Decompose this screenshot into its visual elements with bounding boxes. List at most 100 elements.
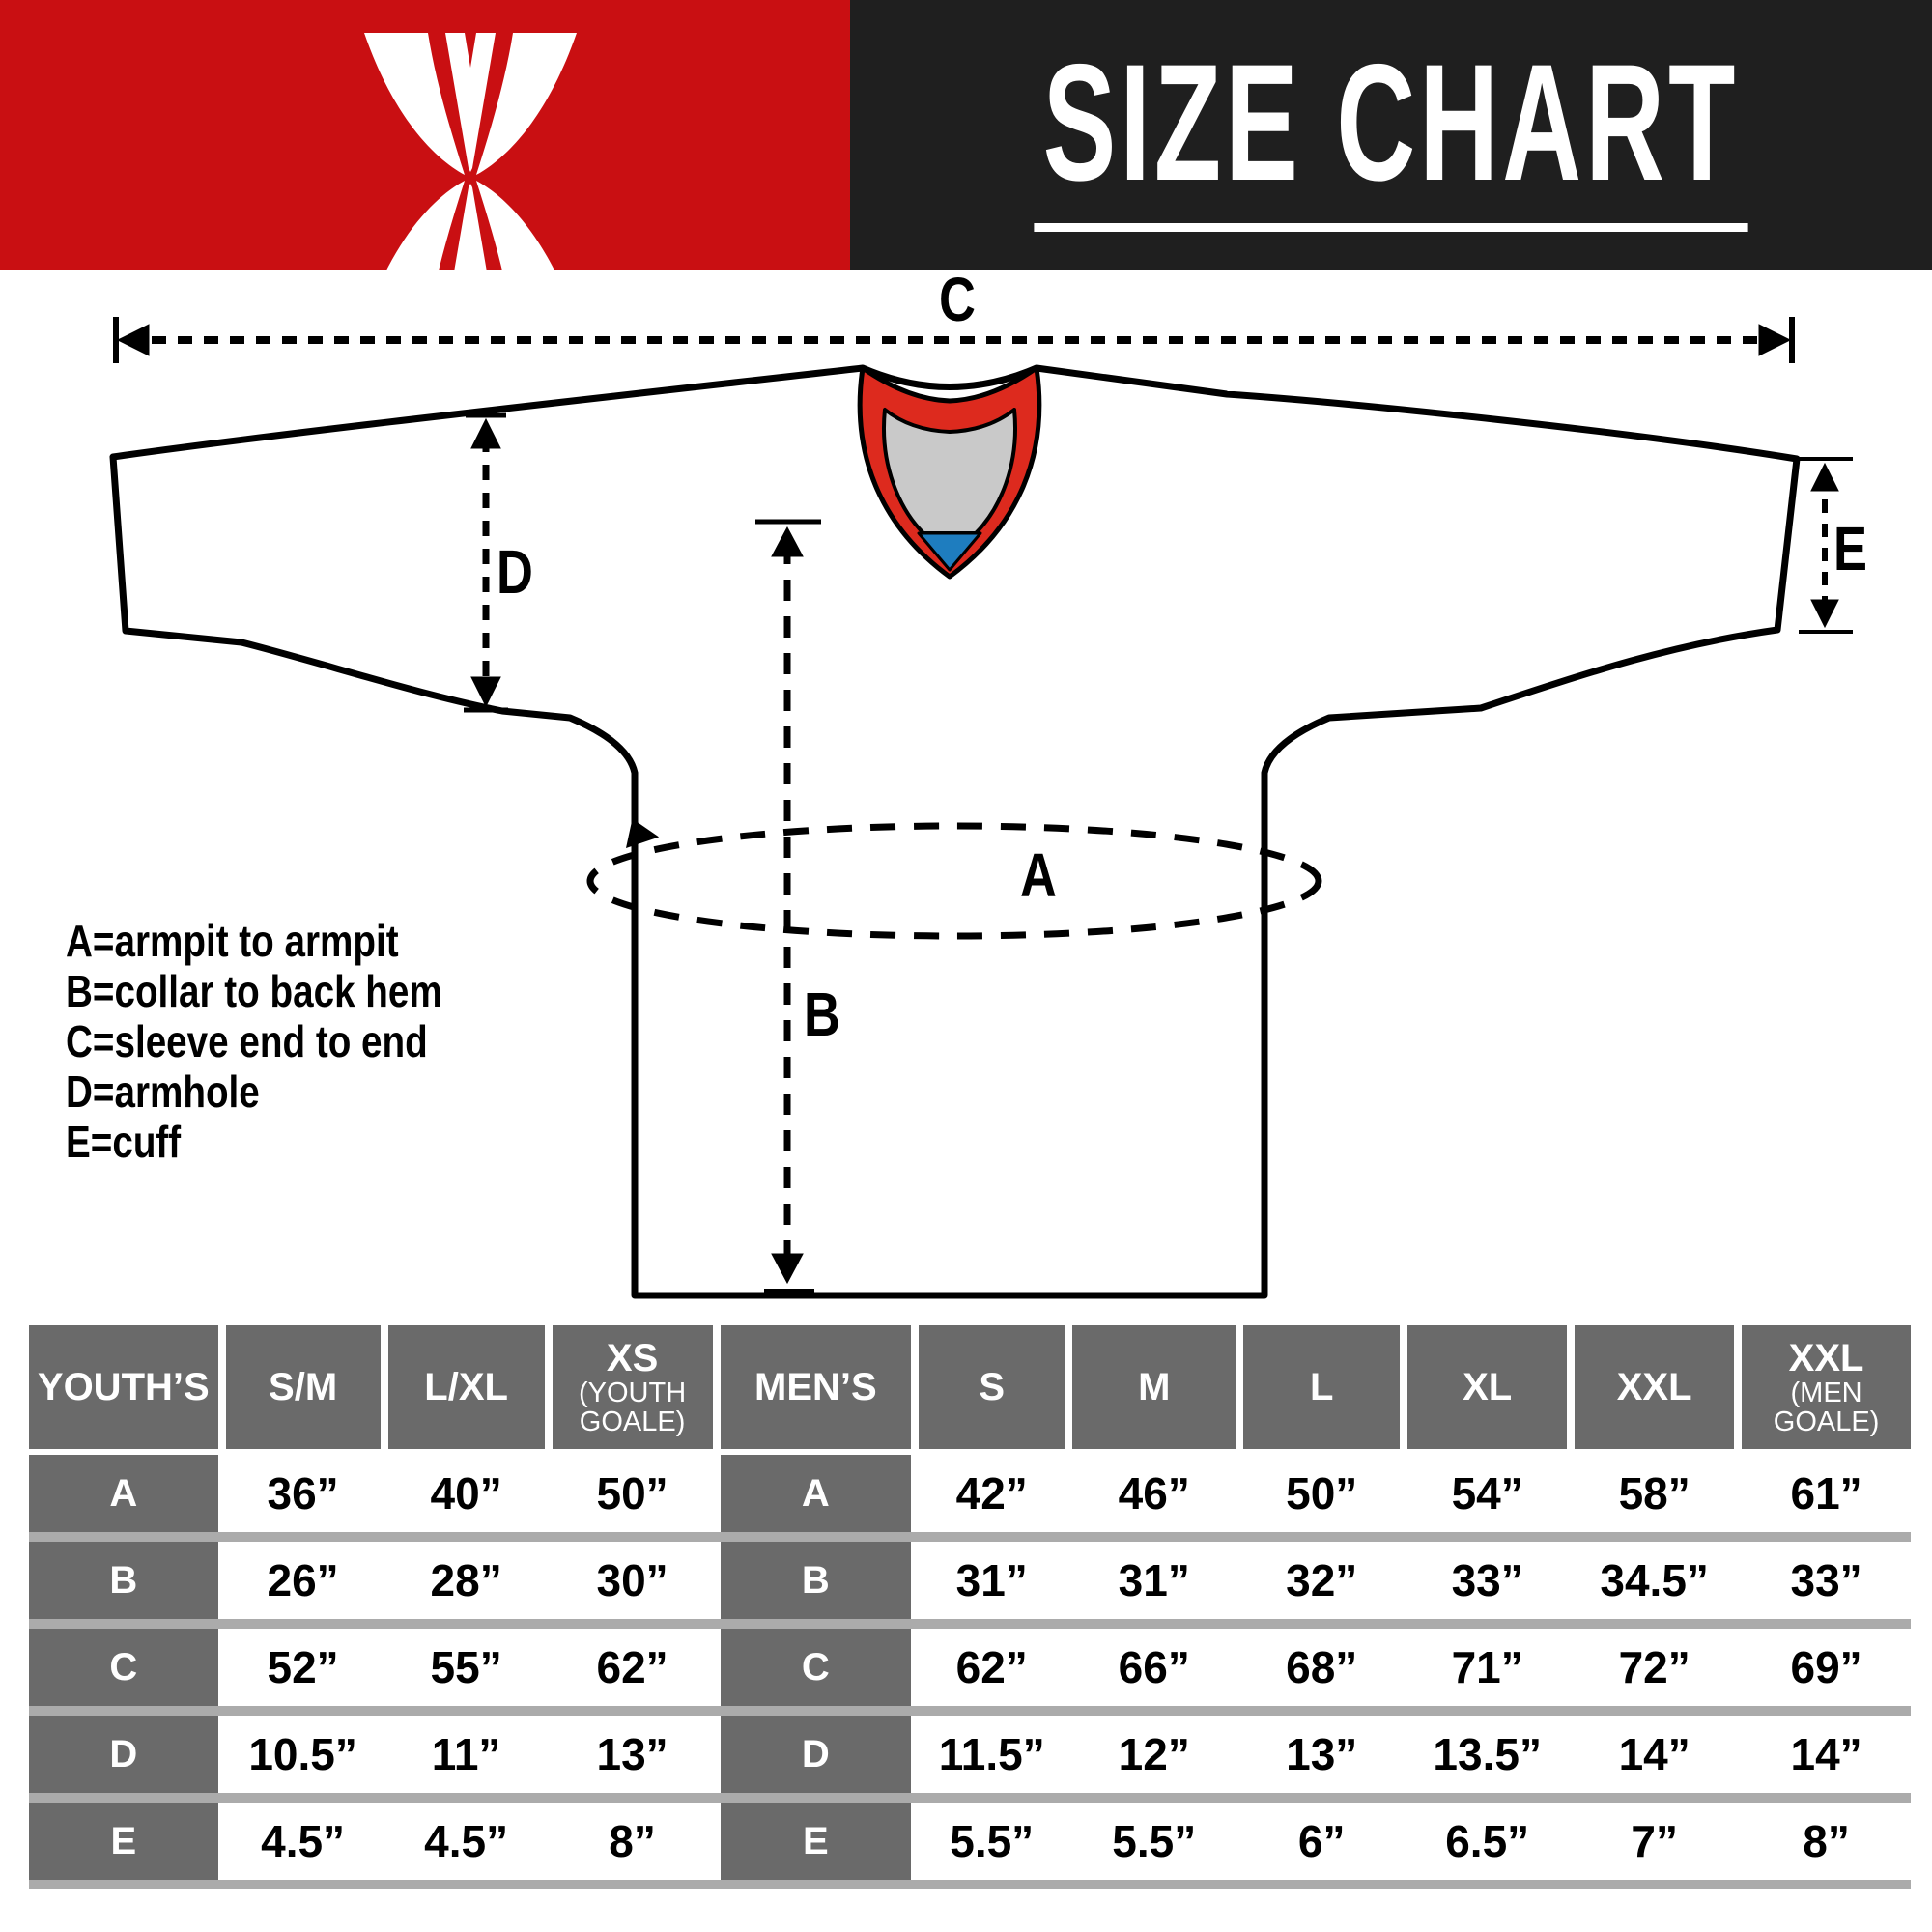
measurement-cell: 10.5” xyxy=(225,1716,381,1793)
column-header-label: YOUTH’S xyxy=(37,1366,210,1408)
column-header-9: XXL xyxy=(1575,1325,1735,1449)
row-label-cell: D xyxy=(29,1716,218,1793)
measurement-cell: 40” xyxy=(387,1455,545,1532)
measurement-cell: 11.5” xyxy=(919,1716,1065,1793)
label-c: C xyxy=(939,266,976,334)
column-header-3: XS (YOUTH GOALE) xyxy=(552,1325,713,1449)
measurement-cell: 50” xyxy=(1243,1455,1401,1532)
table-header-row: YOUTH’S S/M L/XL XS (YOUTH GOALE) MEN’S S M L XL X… xyxy=(29,1325,1911,1449)
row-label-cell: A xyxy=(29,1455,218,1532)
measurement-cell: 4.5” xyxy=(225,1803,381,1880)
measurement-cell: 11” xyxy=(387,1716,545,1793)
measurement-cell: 7” xyxy=(1575,1803,1735,1880)
measurement-cell: 36” xyxy=(225,1455,381,1532)
table-row-b: B 26” 28” 30” B 31” 31” 32” 33” 34.5” 33” xyxy=(29,1542,1911,1619)
measurement-cell: 69” xyxy=(1742,1629,1911,1706)
column-header-label: S xyxy=(979,1366,1006,1408)
table-row-e: E 4.5” 4.5” 8” E 5.5” 5.5” 6” 6.5” 7” 8” xyxy=(29,1803,1911,1880)
column-header-label: XS xyxy=(606,1336,659,1379)
column-header-2: L/XL xyxy=(387,1325,545,1449)
measurement-cell: 34.5” xyxy=(1575,1542,1735,1619)
measurement-cell: 6” xyxy=(1243,1803,1401,1880)
column-header-label: L xyxy=(1309,1366,1334,1408)
measurement-cell: 72” xyxy=(1575,1629,1735,1706)
measurement-cell: 32” xyxy=(1243,1542,1401,1619)
label-e: E xyxy=(1833,515,1867,583)
column-header-4: MEN’S xyxy=(720,1325,912,1449)
title-panel: SIZE CHART xyxy=(850,0,1932,270)
measurement-cell: 5.5” xyxy=(919,1803,1065,1880)
measure-ellipse-a xyxy=(586,818,1322,940)
row-separator xyxy=(29,1880,1911,1889)
column-header-label: XL xyxy=(1463,1366,1513,1408)
measurement-cell: 58” xyxy=(1575,1455,1735,1532)
measurement-cell: 13” xyxy=(1243,1716,1401,1793)
row-label-cell: B xyxy=(29,1542,218,1619)
legend-line-b: B=collar to back hem xyxy=(66,966,442,1016)
measurement-cell: 50” xyxy=(552,1455,713,1532)
measurement-cell: 5.5” xyxy=(1072,1803,1236,1880)
measurement-cell: 61” xyxy=(1742,1455,1911,1532)
collar xyxy=(857,365,1042,580)
measurement-cell: 42” xyxy=(919,1455,1065,1532)
column-header-label: XXL xyxy=(1616,1366,1692,1408)
column-header-1: S/M xyxy=(225,1325,381,1449)
collar-blue-insert xyxy=(917,531,982,572)
page-title: SIZE CHART xyxy=(1034,40,1748,232)
column-header-0: YOUTH’S xyxy=(29,1325,218,1449)
row-label-cell: B xyxy=(720,1542,912,1619)
legend-line-a: A=armpit to armpit xyxy=(66,916,399,966)
measurement-cell: 52” xyxy=(225,1629,381,1706)
row-separator xyxy=(29,1619,1911,1629)
column-header-label: S/M xyxy=(269,1366,338,1408)
kxk-logo-icon xyxy=(364,33,577,323)
row-label-cell: E xyxy=(720,1803,912,1880)
measurement-cell: 62” xyxy=(552,1629,713,1706)
measurement-cell: 12” xyxy=(1072,1716,1236,1793)
column-header-10: XXL (MEN GOALE) xyxy=(1742,1325,1911,1449)
measure-arrow-e xyxy=(1799,457,1853,634)
brand-panel: ≡KXK≡ xyxy=(0,0,850,393)
measurement-cell: 6.5” xyxy=(1407,1803,1568,1880)
row-label-cell: E xyxy=(29,1803,218,1880)
measure-legend: A=armpit to armpit B=collar to back hem C=… xyxy=(66,916,514,1167)
measurement-cell: 8” xyxy=(1742,1803,1911,1880)
measurement-cell: 28” xyxy=(387,1542,545,1619)
collar-inner-gray xyxy=(882,408,1017,535)
row-separator xyxy=(29,1532,1911,1542)
top-banner: ≡KXK≡ SIZE CHART xyxy=(0,0,1932,393)
measurement-cell: 46” xyxy=(1072,1455,1236,1532)
measurement-cell: 68” xyxy=(1243,1629,1401,1706)
collar-red-band xyxy=(857,365,1042,580)
brand-wordmark: ≡KXK≡ xyxy=(375,329,566,396)
measurement-cell: 31” xyxy=(919,1542,1065,1619)
measure-arrow-d xyxy=(464,412,508,713)
measurement-cell: 55” xyxy=(387,1629,545,1706)
label-d: D xyxy=(497,538,533,607)
column-header-label: M xyxy=(1138,1366,1171,1408)
measurement-cell: 26” xyxy=(225,1542,381,1619)
column-header-7: L xyxy=(1243,1325,1401,1449)
row-separator xyxy=(29,1793,1911,1803)
column-header-5: S xyxy=(919,1325,1065,1449)
row-separator xyxy=(29,1706,1911,1716)
measurement-cell: 13.5” xyxy=(1407,1716,1568,1793)
measurement-cell: 62” xyxy=(919,1629,1065,1706)
label-b: B xyxy=(804,980,840,1049)
row-label-cell: A xyxy=(720,1455,912,1532)
table-row-d: D 10.5” 11” 13” D 11.5” 12” 13” 13.5” 14” 14” xyxy=(29,1716,1911,1793)
measurement-cell: 54” xyxy=(1407,1455,1568,1532)
measure-arrow-b xyxy=(755,519,821,1294)
legend-line-c: C=sleeve end to end xyxy=(66,1016,428,1066)
column-header-6: M xyxy=(1072,1325,1236,1449)
column-header-label: MEN’S xyxy=(754,1366,877,1408)
column-header-8: XL xyxy=(1407,1325,1568,1449)
table-row-a: A 36” 40” 50” A 42” 46” 50” 54” 58” 61” xyxy=(29,1455,1911,1532)
column-header-label: XXL xyxy=(1788,1336,1864,1379)
column-header-sublabel: (MEN GOALE) xyxy=(1773,1377,1880,1437)
measurement-cell: 4.5” xyxy=(387,1803,545,1880)
column-header-sublabel: (YOUTH GOALE) xyxy=(579,1377,687,1437)
table-row-c: C 52” 55” 62” C 62” 66” 68” 71” 72” 69” xyxy=(29,1629,1911,1706)
row-label-cell: C xyxy=(720,1629,912,1706)
